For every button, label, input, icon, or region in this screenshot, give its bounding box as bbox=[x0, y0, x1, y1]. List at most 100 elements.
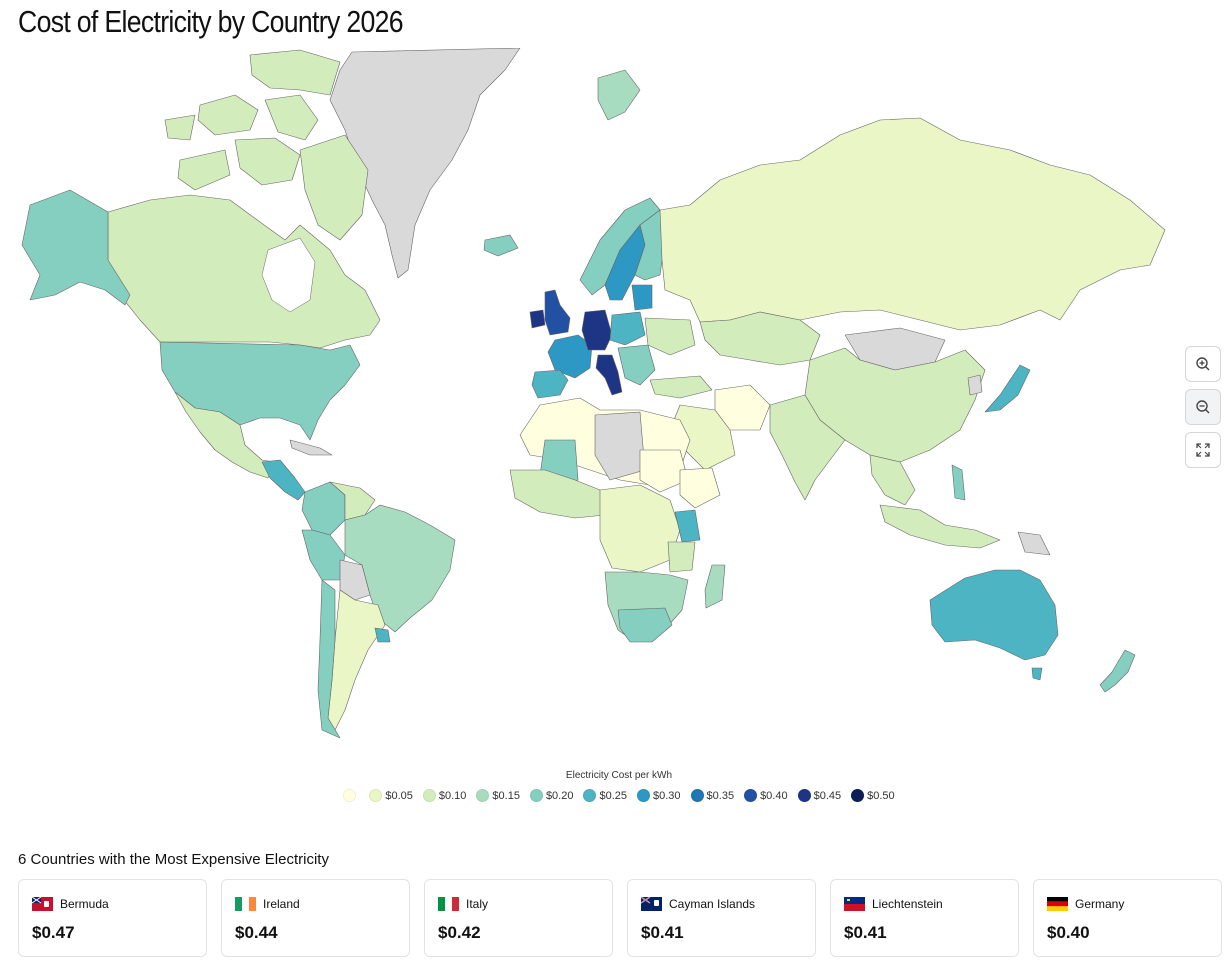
legend-item bbox=[343, 789, 359, 802]
country-argentina[interactable] bbox=[327, 589, 386, 731]
legend-item: $0.40 bbox=[744, 789, 788, 802]
country-ireland[interactable] bbox=[529, 309, 546, 329]
legend-swatch bbox=[369, 789, 383, 802]
country-bolivia[interactable] bbox=[339, 559, 371, 601]
zoom-in-button[interactable] bbox=[1185, 346, 1221, 382]
country-card-ireland[interactable]: Ireland $0.44 bbox=[221, 879, 410, 957]
country-turkey[interactable] bbox=[649, 375, 713, 399]
fullscreen-icon bbox=[1196, 443, 1210, 457]
country-new-zealand[interactable] bbox=[1099, 649, 1136, 693]
country-india[interactable] bbox=[769, 394, 846, 501]
legend-item: $0.10 bbox=[422, 789, 467, 802]
legend-item: $0.15 bbox=[476, 789, 520, 802]
italy-flag-icon bbox=[438, 897, 459, 911]
legend-label: $0.20 bbox=[545, 789, 574, 802]
world-map[interactable] bbox=[0, 48, 1180, 760]
country-canada-islands[interactable] bbox=[299, 134, 369, 241]
country-canada-islands[interactable] bbox=[197, 94, 259, 136]
country-ukraine[interactable] bbox=[644, 317, 696, 356]
country-card-germany[interactable]: Germany $0.40 bbox=[1033, 879, 1222, 957]
country-card-liechtenstein[interactable]: Liechtenstein $0.41 bbox=[830, 879, 1019, 957]
legend-swatch bbox=[422, 789, 436, 802]
country-poland[interactable] bbox=[609, 311, 646, 346]
country-indonesia[interactable] bbox=[879, 504, 1001, 549]
country-uruguay[interactable] bbox=[374, 627, 391, 643]
country-ethiopia[interactable] bbox=[679, 467, 721, 509]
country-philippines[interactable] bbox=[951, 464, 966, 501]
country-canada-islands[interactable] bbox=[234, 137, 301, 186]
country-central-africa[interactable] bbox=[599, 484, 681, 573]
page-title: Cost of Electricity by Country 2026 bbox=[18, 4, 404, 39]
card-price: $0.47 bbox=[32, 923, 75, 942]
legend-label: $0.35 bbox=[706, 789, 735, 802]
legend-item: $0.35 bbox=[690, 789, 735, 802]
zoom-out-button[interactable] bbox=[1185, 389, 1221, 425]
legend-item: $0.20 bbox=[529, 789, 574, 802]
legend-label: $0.30 bbox=[653, 789, 681, 802]
top-countries-cards: Bermuda $0.47 Ireland $0.44 Italy $0.42 bbox=[18, 879, 1222, 957]
country-chile[interactable] bbox=[317, 579, 341, 739]
country-card-cayman-islands[interactable]: Cayman Islands $0.41 bbox=[627, 879, 816, 957]
legend-label: $0.05 bbox=[385, 789, 413, 802]
country-russia[interactable] bbox=[659, 117, 1166, 331]
legend-item: $0.30 bbox=[637, 789, 681, 802]
legend-item: $0.05 bbox=[369, 789, 413, 802]
country-canada[interactable] bbox=[107, 194, 381, 349]
country-sudan[interactable] bbox=[639, 449, 689, 493]
world-map-svg[interactable] bbox=[0, 48, 1180, 760]
country-colombia[interactable] bbox=[301, 481, 346, 536]
legend-swatch bbox=[690, 789, 704, 802]
bermuda-flag-icon bbox=[32, 897, 53, 911]
country-canada-islands[interactable] bbox=[264, 94, 319, 141]
card-price: $0.41 bbox=[641, 923, 684, 942]
country-southeast-asia[interactable] bbox=[869, 454, 916, 506]
country-canada-islands[interactable] bbox=[249, 49, 341, 96]
country-canada-islands[interactable] bbox=[164, 114, 196, 141]
country-japan[interactable] bbox=[984, 364, 1031, 413]
country-svalbard[interactable] bbox=[597, 69, 641, 121]
legend-swatch bbox=[343, 789, 357, 802]
country-united-states[interactable] bbox=[159, 341, 361, 441]
country-italy[interactable] bbox=[595, 354, 623, 396]
legend-swatch bbox=[529, 789, 543, 802]
country-spain[interactable] bbox=[531, 369, 569, 399]
liechtenstein-flag-icon bbox=[844, 897, 865, 911]
legend-label: $0.10 bbox=[438, 789, 467, 802]
country-korea[interactable] bbox=[967, 374, 983, 396]
country-madagascar[interactable] bbox=[704, 564, 726, 609]
country-germany[interactable] bbox=[581, 309, 613, 351]
country-central-america[interactable] bbox=[261, 459, 306, 501]
card-price: $0.44 bbox=[235, 923, 278, 942]
country-balkans[interactable] bbox=[617, 344, 656, 386]
country-west-africa[interactable] bbox=[509, 469, 606, 519]
country-chad[interactable] bbox=[594, 411, 646, 481]
country-tanzania[interactable] bbox=[667, 541, 696, 573]
legend-swatch bbox=[851, 789, 865, 802]
zoom-out-icon bbox=[1196, 400, 1210, 414]
country-south-africa[interactable] bbox=[617, 607, 673, 643]
country-papua-new-guinea[interactable] bbox=[1017, 531, 1051, 556]
country-france[interactable] bbox=[547, 334, 593, 379]
country-australia[interactable] bbox=[929, 569, 1059, 661]
legend-label: $0.15 bbox=[492, 789, 520, 802]
country-peru[interactable] bbox=[301, 529, 346, 581]
country-cuba[interactable] bbox=[289, 439, 333, 456]
country-tasmania[interactable] bbox=[1031, 667, 1043, 681]
legend-swatch bbox=[476, 789, 490, 802]
country-kenya[interactable] bbox=[674, 509, 701, 543]
country-united-kingdom[interactable] bbox=[544, 289, 571, 336]
country-card-italy[interactable]: Italy $0.42 bbox=[424, 879, 613, 957]
legend-label: $0.25 bbox=[599, 789, 627, 802]
card-country: Ireland bbox=[263, 897, 300, 911]
legend-title: Electricity Cost per kWh bbox=[565, 770, 673, 781]
card-price: $0.41 bbox=[844, 923, 887, 942]
country-iceland[interactable] bbox=[483, 234, 519, 257]
fullscreen-button[interactable] bbox=[1185, 432, 1221, 468]
country-canada-islands[interactable] bbox=[177, 149, 231, 191]
country-baltics[interactable] bbox=[631, 284, 653, 311]
legend-swatch bbox=[583, 789, 597, 802]
card-country: Liechtenstein bbox=[872, 897, 943, 911]
country-greenland[interactable] bbox=[329, 48, 521, 279]
country-alaska[interactable] bbox=[21, 189, 131, 306]
country-card-bermuda[interactable]: Bermuda $0.47 bbox=[18, 879, 207, 957]
